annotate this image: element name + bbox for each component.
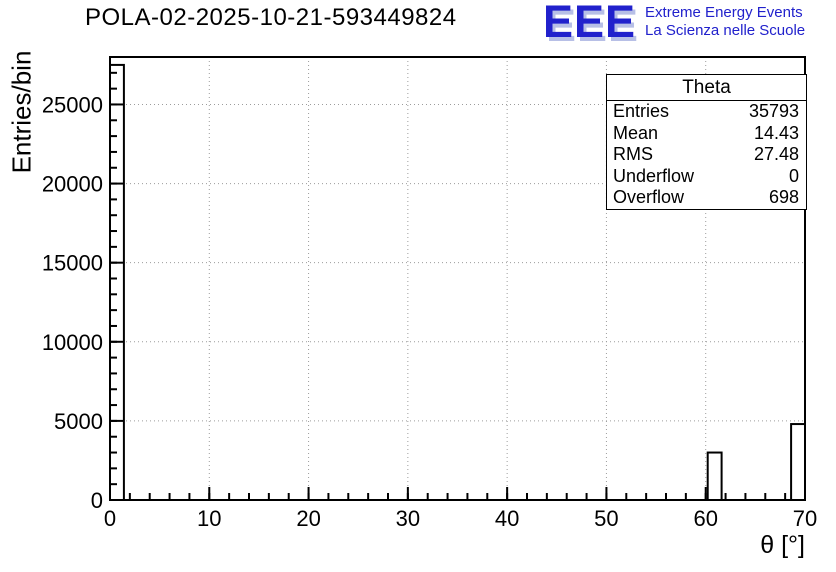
x-tick-label: 60 [693,506,717,531]
x-tick-label: 50 [594,506,618,531]
plot-title: POLA-02-2025-10-21-593449824 [85,4,457,31]
eee-logo-acronym: EEE [543,0,637,47]
stats-box-title: Theta [607,75,806,101]
eee-logo: EEE Extreme Energy Events La Scienza nel… [543,0,805,47]
stats-row-mean: Mean 14.43 [607,123,806,145]
stats-row-overflow: Overflow 698 [607,187,806,209]
y-tick-label: 20000 [42,172,103,197]
stats-box: Theta Entries 35793 Mean 14.43 RMS 27.48… [606,74,807,210]
stats-value: 27.48 [753,144,799,164]
stats-value: 0 [788,165,799,186]
x-tick-label: 40 [495,506,519,531]
x-tick-label: 0 [104,506,116,531]
x-tick-label: 20 [296,506,320,531]
stats-label: Overflow [613,187,685,207]
histogram-bar [706,451,723,501]
stats-label: Entries [613,101,670,121]
stats-row-rms: RMS 27.48 [607,144,806,166]
x-tick-label: 70 [793,506,817,531]
eee-logo-line1: Extreme Energy Events [645,4,803,21]
histogram-bar [790,423,806,501]
stats-row-underflow: Underflow 0 [607,166,806,188]
stats-label: Underflow [613,165,695,186]
histogram-bar [109,63,125,502]
x-tick-label: 10 [197,506,221,531]
plot-frame [109,56,806,501]
eee-logo-line2: La Scienza nelle Scuole [645,22,806,39]
y-tick-label: 5000 [54,409,103,434]
stats-label: RMS [613,144,653,164]
y-tick-label: 10000 [42,330,103,355]
y-tick-label: 15000 [42,251,103,276]
y-tick-label: 0 [91,488,103,513]
x-axis-title: θ [°] [760,531,805,559]
x-tick-label: 30 [396,506,420,531]
stats-row-entries: Entries 35793 [607,101,806,123]
stats-value: 698 [768,187,799,207]
x-axis: 0 10 20 30 40 50 60 70 [104,487,817,531]
y-tick-label: 25000 [42,92,103,117]
stats-value: 35793 [748,101,799,121]
y-axis: 0 5000 10000 15000 20000 25000 [42,56,123,513]
stats-label: Mean [613,122,659,143]
eee-logo-subtitle: Extreme Energy Events La Scienza nelle S… [645,4,805,40]
stats-value: 14.43 [753,122,799,143]
